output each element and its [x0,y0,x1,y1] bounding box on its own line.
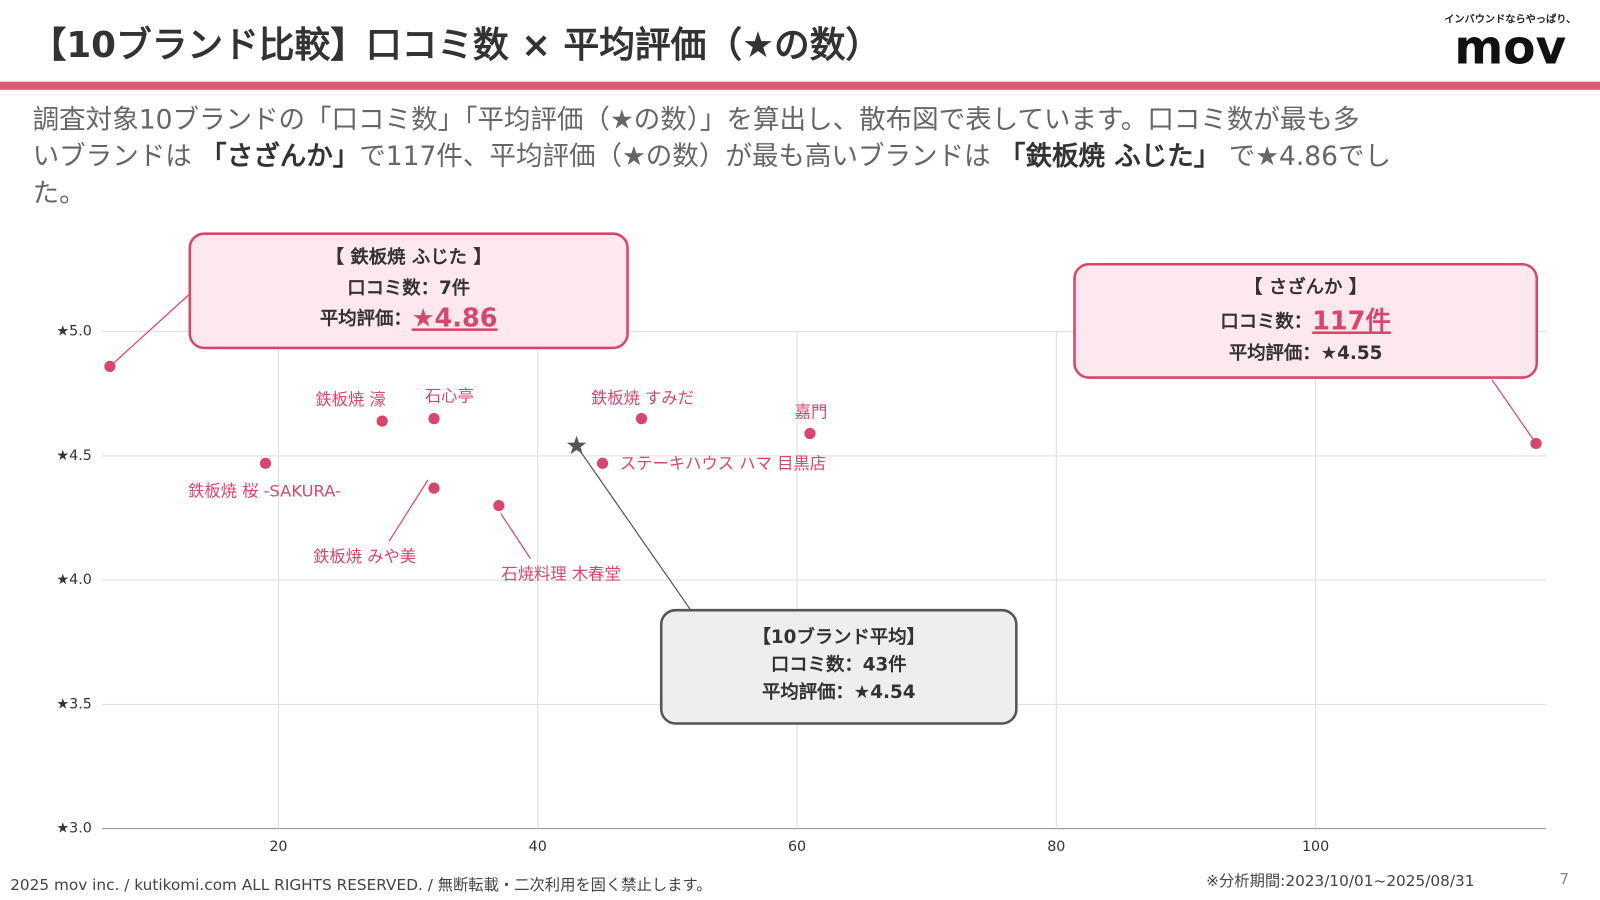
data-point [428,412,440,425]
data-point [104,360,116,373]
x-tick-label: 80 [1047,839,1065,855]
callout-text: 【 さざんか 】 [1244,276,1367,298]
header-rule [0,81,1600,90]
data-point [596,457,609,469]
callout-box [659,608,1018,725]
leader-line [1491,379,1537,444]
logo-tagline: インバウンドならやっぱり、 [1444,12,1576,25]
callout-box [1073,263,1539,379]
description-line: た。 [33,177,86,208]
y-tick-label: ★4.0 [56,572,91,588]
average-marker [566,435,587,455]
description-text: 「鉄板焼 ふじた」 [999,141,1220,172]
data-point [804,427,816,440]
x-tick-label: 40 [529,839,547,855]
callout-text: 【 鉄板焼 ふじた 】 [326,246,492,268]
logo: mov [1454,21,1566,76]
slide-title: 【10ブランド比較】口コミ数 × 平均評価（★の数） [31,25,882,66]
analysis-period: ※分析期間:2023/10/01~2025/08/31 [1206,872,1474,890]
page-number: 7 [1559,870,1569,888]
description-line: いブランドは 「さざんか」で117件、平均評価（★の数）が最も高いブランドは 「… [33,141,1391,172]
leader-line [388,479,429,542]
data-point [493,499,505,512]
description-line: 調査対象10ブランドの「口コミ数」「平均評価（★の数）」を算出し、散布図で表して… [33,104,1360,135]
y-tick-label: ★4.5 [56,448,91,464]
callout-line: 【 さざんか 】 [1244,276,1367,298]
point-label: 嘉門 [795,403,828,422]
callout-line: 口コミ数：117件 [1220,306,1391,336]
description-text: 調査対象10ブランドの「口コミ数」「平均評価（★の数）」を算出し、散布図で表して… [33,104,1360,135]
point-label: 鉄板焼 濠 [315,390,385,409]
leader-line [576,445,692,611]
data-point [376,415,388,427]
callout-line: 平均評価：★4.54 [762,681,916,703]
callout-text: 【10ブランド平均】 [753,626,925,648]
data-point [428,482,440,494]
copyright: 2025 mov inc. / kutikomi.com ALL RIGHTS … [10,876,711,894]
callout-text: 口コミ数： [1220,310,1312,332]
x-tick-label: 20 [269,839,287,855]
callout-text: 口コミ数：43件 [771,653,907,675]
description-text: いブランドは [33,141,201,172]
description-text: で★4.86でし [1220,141,1391,172]
callout-box [188,232,629,350]
data-point [1530,437,1542,450]
point-label: 鉄板焼 みや美 [313,547,416,566]
callout-line: 平均評価：★4.55 [1229,342,1383,364]
leader-line [109,293,191,367]
x-tick-label: 100 [1302,839,1329,855]
y-tick-label: ★3.0 [56,821,91,837]
point-label: 鉄板焼 桜 -SAKURA- [188,481,341,500]
point-label: ステーキハウス ハマ 目黒店 [620,454,826,473]
description-text: 「さざんか」 [200,141,359,172]
callout-line: 【 鉄板焼 ふじた 】 [326,246,492,268]
x-tick-label: 60 [788,839,806,855]
callout-text: 平均評価：★4.55 [1229,342,1383,364]
callout-line: 口コミ数：7件 [347,277,470,299]
description-text: で117件、平均評価（★の数）が最も高いブランドは [359,141,999,172]
data-point [635,412,648,425]
point-label: 石焼料理 木春堂 [501,564,620,583]
point-label: 石心亭 [425,387,474,406]
point-label: 鉄板焼 すみだ [591,389,694,408]
data-point [259,457,272,469]
callout-line: 平均評価：★4.86 [320,303,498,333]
callout-text: 平均評価：★4.54 [762,681,916,703]
y-tick-label: ★3.5 [56,696,91,712]
callout-line: 【10ブランド平均】 [753,626,925,648]
callout-text: 口コミ数：7件 [347,277,470,299]
callout-line: 口コミ数：43件 [771,653,907,675]
callout-text: ★4.86 [412,303,498,333]
y-tick-label: ★5.0 [56,324,91,340]
callout-text: 117件 [1312,306,1391,336]
leader-line [500,513,531,559]
description-text: た。 [33,177,86,208]
callout-text: 平均評価： [320,307,412,329]
